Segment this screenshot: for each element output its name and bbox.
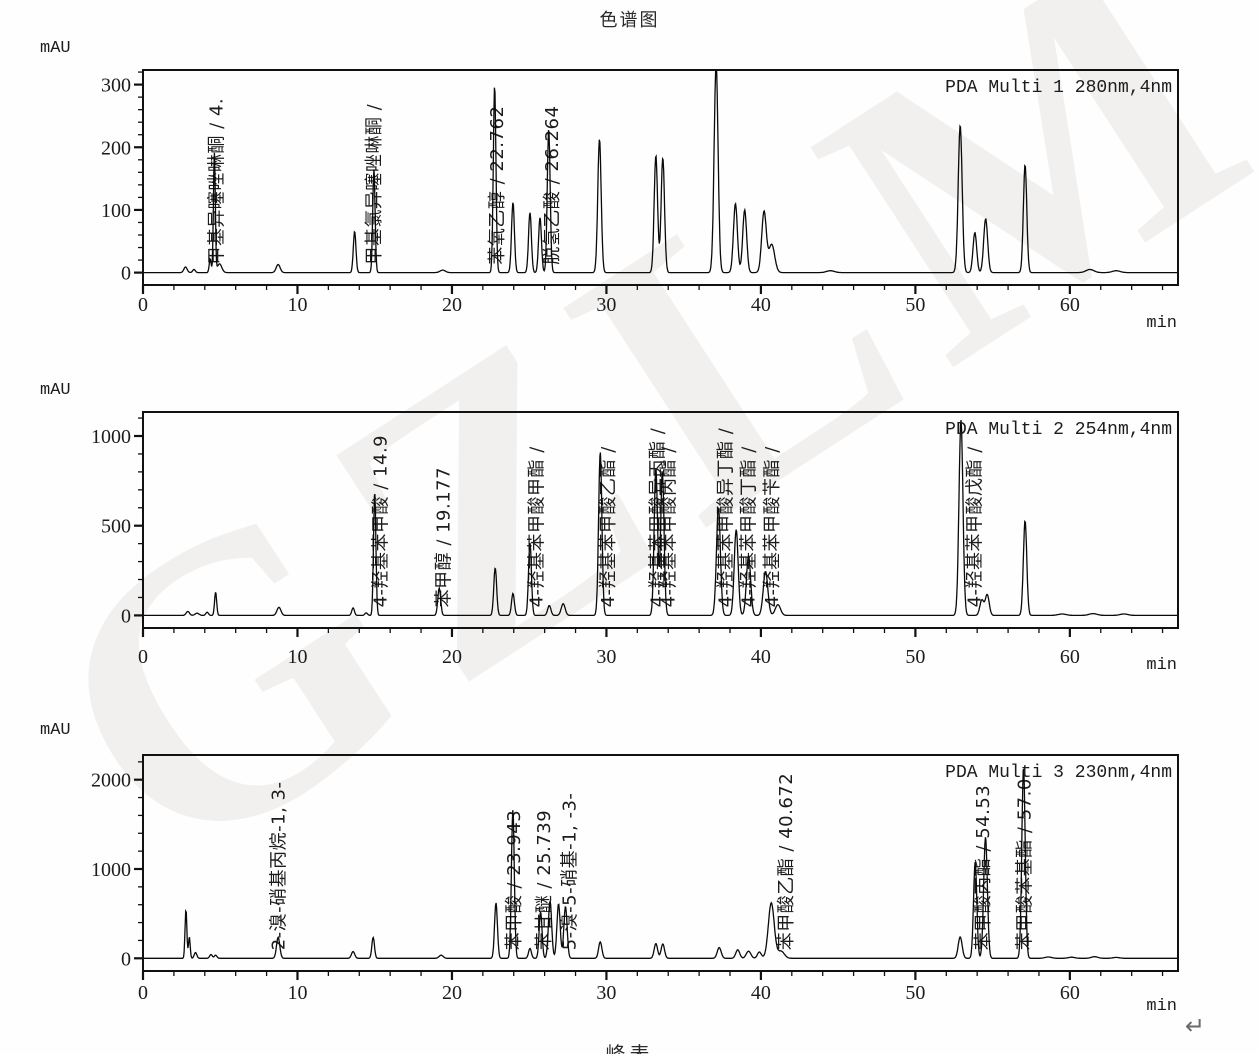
panel-3-230nm: 2-溴-硝基丙烷-1, 3- 苯甲酸 / 23.943 苯甘醚 / 25.739 5-… xyxy=(40,721,1179,1016)
peak-label: 苯甲酸乙酯 / 40.672 xyxy=(776,773,797,951)
x-tick-label: 50 xyxy=(905,294,925,316)
x-tick-label: 20 xyxy=(442,294,462,316)
x-tick-label: 30 xyxy=(596,294,616,316)
plot-frame xyxy=(142,754,1179,972)
panel-1-280nm: 甲基异噻唑啉酮 / 4. 甲基氯异噻唑啉酮 / 苯氧乙醇 / 22.762 脱氢乙酸 … xyxy=(40,39,1179,333)
y-axis-unit-label: mAU xyxy=(40,39,71,58)
x-axis-unit-label: min xyxy=(1146,314,1177,333)
y-tick-label: 1000 xyxy=(91,859,131,881)
peak-label: 4-羟基苯甲酸甲酯 / xyxy=(526,446,547,608)
peak-label: 4-羟基苯甲酸戊酯 / xyxy=(964,446,985,608)
x-tick-label: 60 xyxy=(1060,982,1080,1004)
x-tick-label: 30 xyxy=(596,982,616,1004)
signal-trace-254nm xyxy=(144,419,1177,617)
x-tick-label: 60 xyxy=(1060,294,1080,316)
peak-label: 苯甘醚 / 25.739 xyxy=(534,810,555,951)
x-tick-label: 20 xyxy=(442,982,462,1004)
peak-label: 2-溴-硝基丙烷-1, 3- xyxy=(268,782,289,951)
x-axis-unit-label: min xyxy=(1146,997,1177,1016)
x-axis-unit-label: min xyxy=(1146,656,1177,675)
x-tick-label: 0 xyxy=(138,294,148,316)
x-tick-label: 20 xyxy=(442,646,462,668)
x-tick-label: 60 xyxy=(1060,646,1080,668)
peak-label: 4-羟基苯甲酸 / 14.9 xyxy=(370,435,391,608)
peak-label: 苯甲醇 / 19.177 xyxy=(434,467,455,608)
x-tick-label: 10 xyxy=(287,294,307,316)
peak-label: 4-羟基苯甲酸苄酯 / xyxy=(762,446,783,608)
return-mark-icon: ↵ xyxy=(1185,1012,1206,1040)
y-axis-unit-label: mAU xyxy=(40,381,71,400)
plot-frame xyxy=(142,411,1179,629)
detector-label: PDA Multi 2 254nm,4nm xyxy=(945,420,1172,440)
x-tick-label: 50 xyxy=(905,646,925,668)
y-tick-label: 0 xyxy=(121,948,131,970)
peak-label: 5-溴-5-硝基-1, -3- xyxy=(560,793,581,951)
x-tick-label: 10 xyxy=(287,982,307,1004)
signal-trace-280nm xyxy=(144,71,1177,274)
peak-label: 甲基异噻唑啉酮 / 4. xyxy=(207,98,228,265)
x-tick-label: 0 xyxy=(138,982,148,1004)
x-tick-label: 40 xyxy=(751,294,771,316)
detector-label: PDA Multi 3 230nm,4nm xyxy=(945,763,1172,783)
y-tick-label: 0 xyxy=(121,263,131,285)
x-tick-label: 40 xyxy=(751,646,771,668)
y-tick-label: 100 xyxy=(101,200,131,222)
y-tick-label: 1000 xyxy=(91,426,131,448)
peak-label: 4-羟基苯甲酸丙酯 / xyxy=(658,446,679,608)
x-tick-label: 0 xyxy=(138,646,148,668)
y-tick-label: 500 xyxy=(101,516,131,538)
x-tick-label: 40 xyxy=(751,982,771,1004)
y-tick-label: 200 xyxy=(101,137,131,159)
peak-label: 4-羟基苯甲酸丁酯 / xyxy=(739,446,760,608)
plot-frame xyxy=(142,69,1179,286)
y-tick-label: 2000 xyxy=(91,770,131,792)
peak-table-caption: 峰表 xyxy=(0,1038,1259,1054)
chart-title: 色谱图 xyxy=(599,10,660,30)
peak-label: 脱氢乙酸 / 26.264 xyxy=(542,106,563,265)
x-tick-label: 10 xyxy=(287,646,307,668)
panel-2-254nm: 4-羟基苯甲酸 / 14.9 苯甲醇 / 19.177 4-羟基苯甲酸甲酯 / 4-羟… xyxy=(40,381,1179,675)
x-tick-label: 50 xyxy=(905,982,925,1004)
y-axis-unit-label: mAU xyxy=(40,721,71,740)
x-tick-label: 30 xyxy=(596,646,616,668)
signal-trace-230nm xyxy=(144,768,1177,959)
detector-label: PDA Multi 1 280nm,4nm xyxy=(945,78,1172,98)
y-tick-label: 300 xyxy=(101,75,131,97)
y-tick-label: 0 xyxy=(121,605,131,627)
